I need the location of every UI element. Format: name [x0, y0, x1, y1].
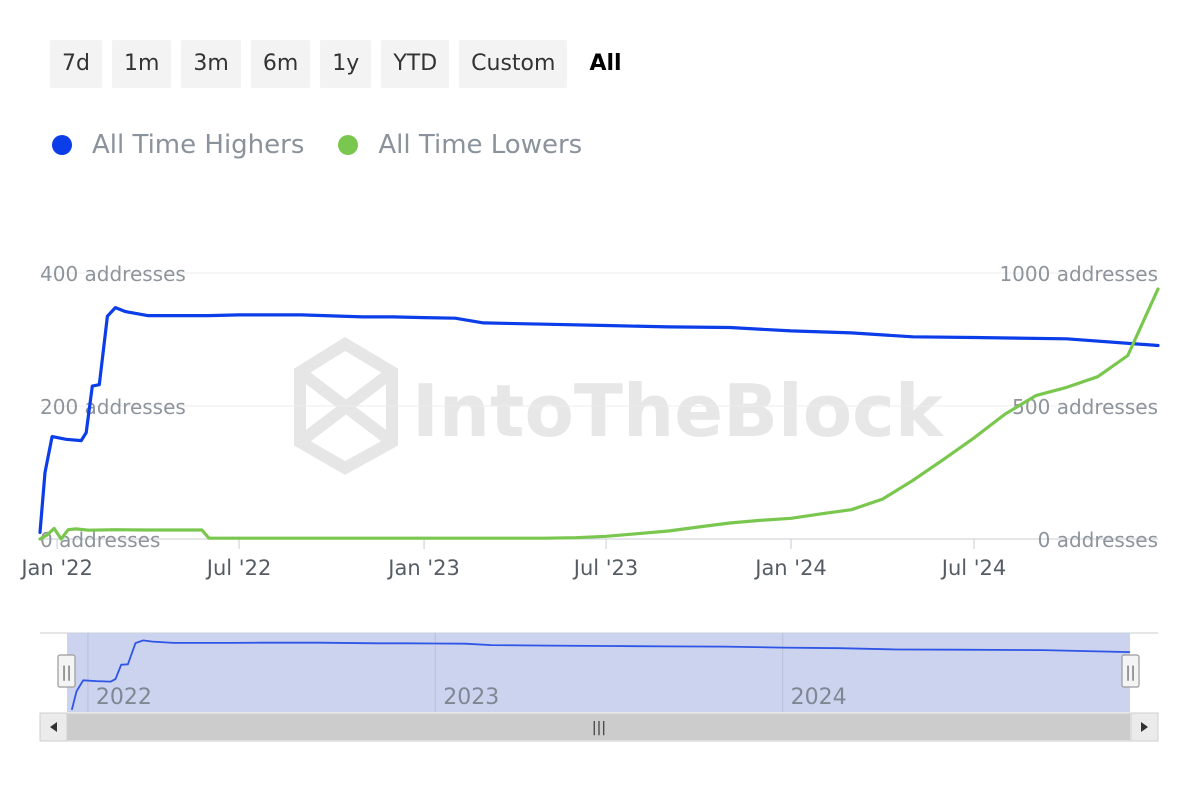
x-tick-label: Jul '23	[572, 556, 639, 580]
scrollbar-grip-icon: |||	[592, 720, 606, 736]
range-3m-button[interactable]: 3m	[181, 40, 241, 88]
handle-grip-icon: ||	[61, 663, 71, 681]
navigator: 2022 2023 2024 || ||	[40, 632, 1158, 712]
legend-dot-icon	[52, 135, 72, 155]
range-selector: 7d 1m 3m 6m 1y YTD Custom All	[50, 40, 634, 88]
navigator-year-label: 2022	[96, 685, 152, 710]
y-right-tick-label: 500 addresses	[1012, 395, 1158, 419]
scrollbar: |||	[39, 712, 1159, 742]
watermark-text: IntoTheBlock	[412, 369, 945, 453]
range-all-button[interactable]: All	[589, 51, 622, 76]
chart-legend: All Time Highers All Time Lowers	[52, 130, 582, 160]
y-left-tick-label: 200 addresses	[40, 395, 186, 419]
y-right-tick-label: 0 addresses	[1038, 528, 1158, 552]
navigator-year-label: 2024	[791, 685, 847, 710]
arrow-left-icon	[50, 722, 57, 732]
range-1y-button[interactable]: 1y	[320, 40, 372, 88]
range-ytd-button[interactable]: YTD	[381, 40, 450, 88]
range-1m-button[interactable]: 1m	[111, 40, 172, 88]
legend-item-highers[interactable]: All Time Highers	[52, 130, 304, 160]
grid	[40, 272, 1158, 540]
x-axis: Jan '22 Jul '22 Jan '23 Jul '23 Jan '24 Jul '…	[19, 539, 1006, 580]
navigator-series-line	[70, 639, 1131, 711]
series-group	[38, 287, 1160, 541]
range-6m-button[interactable]: 6m	[250, 40, 311, 88]
navigator-year-label: 2023	[443, 685, 499, 710]
y-left-tick-label: 400 addresses	[40, 262, 186, 286]
legend-label: All Time Lowers	[378, 130, 583, 160]
series-line-highers	[38, 306, 1160, 534]
range-7d-button[interactable]: 7d	[50, 40, 102, 88]
x-tick-label: Jan '23	[386, 556, 460, 580]
navigator-grid: 2022 2023 2024	[87, 633, 847, 712]
arrow-right-icon	[1141, 722, 1148, 732]
x-tick-label: Jan '24	[753, 556, 827, 580]
x-tick-label: Jan '22	[19, 556, 93, 580]
y-right-tick-label: 1000 addresses	[999, 262, 1158, 286]
legend-label: All Time Highers	[92, 130, 305, 160]
legend-item-lowers[interactable]: All Time Lowers	[338, 130, 582, 160]
legend-dot-icon	[338, 135, 359, 155]
watermark: IntoTheBlock	[294, 336, 945, 475]
x-tick-label: Jul '24	[940, 556, 1007, 580]
series-line-lowers	[38, 287, 1160, 541]
y-axis-right: 0 addresses 500 addresses 1000 addresses	[999, 262, 1158, 552]
handle-grip-icon: ||	[1125, 663, 1135, 681]
scrollbar-thumb[interactable]	[67, 714, 1130, 740]
navigator-selection[interactable]	[67, 633, 1130, 712]
range-custom-button[interactable]: Custom	[459, 40, 568, 88]
navigator-left-handle[interactable]: ||	[57, 654, 76, 688]
watermark-logo-icon	[294, 336, 398, 475]
navigator-right-handle[interactable]: ||	[1121, 654, 1140, 688]
scroll-right-button[interactable]	[1130, 712, 1159, 742]
x-tick-label: Jul '22	[205, 556, 272, 580]
scroll-left-button[interactable]	[39, 712, 68, 742]
